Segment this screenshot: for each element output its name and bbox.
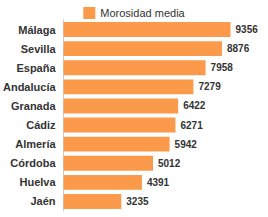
svg-text:Córdoba: Córdoba xyxy=(10,157,56,169)
svg-text:Jaén: Jaén xyxy=(30,195,55,207)
svg-text:Sevilla: Sevilla xyxy=(21,43,57,55)
svg-text:Andalucía: Andalucía xyxy=(3,81,56,93)
svg-text:6271: 6271 xyxy=(180,120,203,131)
svg-text:Málaga: Málaga xyxy=(18,24,56,36)
svg-text:9356: 9356 xyxy=(236,24,259,35)
svg-text:8876: 8876 xyxy=(227,43,250,54)
svg-text:Cádiz: Cádiz xyxy=(26,119,56,131)
svg-text:5942: 5942 xyxy=(175,139,198,150)
svg-text:7958: 7958 xyxy=(211,62,234,73)
svg-text:Granada: Granada xyxy=(11,100,57,112)
svg-text:3235: 3235 xyxy=(126,196,149,207)
svg-text:7279: 7279 xyxy=(198,81,221,92)
svg-text:Almería: Almería xyxy=(15,138,56,150)
svg-text:Huelva: Huelva xyxy=(19,176,56,188)
svg-text:6422: 6422 xyxy=(183,100,206,111)
svg-text:España: España xyxy=(16,62,56,74)
svg-text:5012: 5012 xyxy=(158,158,181,169)
svg-text:4391: 4391 xyxy=(147,177,170,188)
svg-text:Morosidad media: Morosidad media xyxy=(100,7,185,19)
